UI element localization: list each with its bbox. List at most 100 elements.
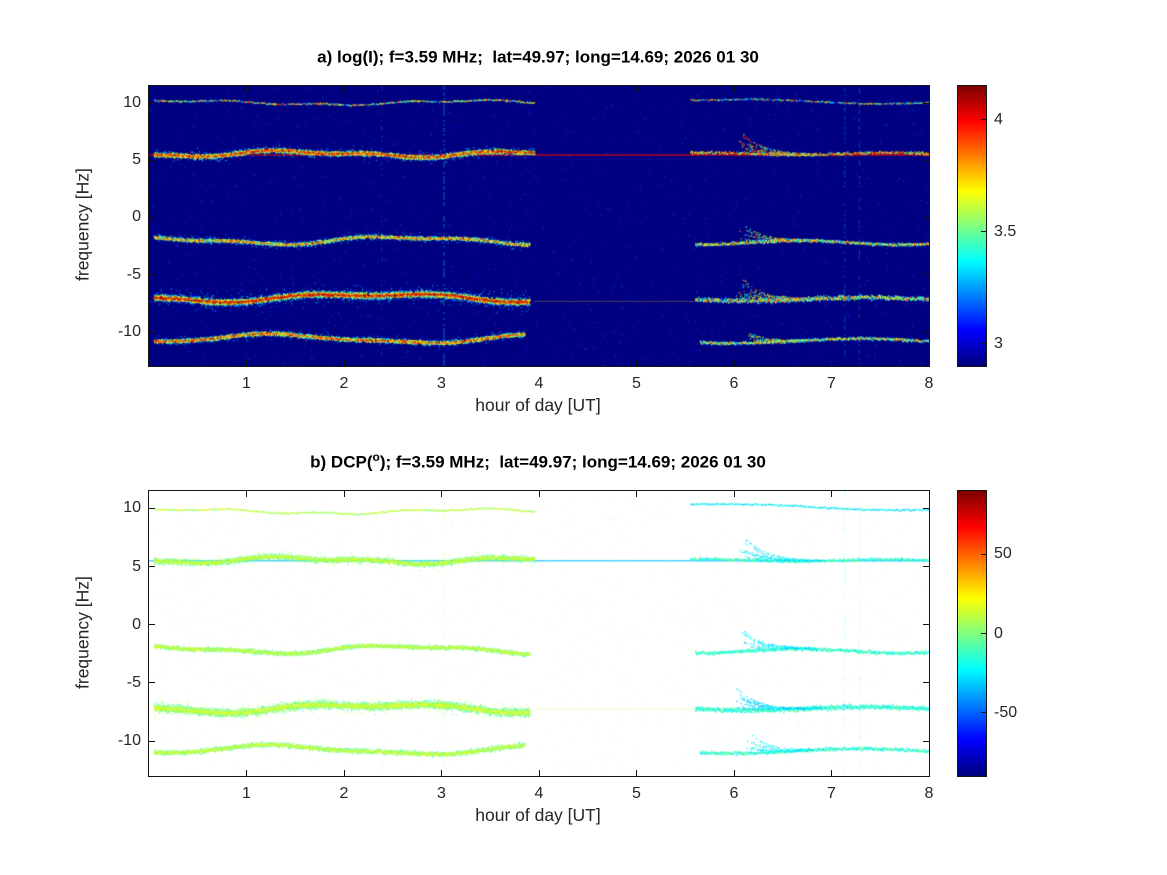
- panel-b-y-tick-mark: [923, 624, 929, 626]
- panel-a-x-tick-mark: [928, 360, 930, 366]
- panel-b-x-tick-label: 1: [242, 785, 251, 802]
- panel-a-x-tick-label: 7: [827, 375, 836, 392]
- panel-a-x-tick-mark: [343, 86, 345, 92]
- panel-b-title-sup: o: [372, 450, 380, 464]
- panel-a-ylabel: frequency [Hz]: [72, 168, 93, 282]
- panel-a-x-tick-mark: [831, 360, 832, 366]
- panel-a-colorbar-tick-label: 3: [994, 334, 1003, 352]
- panel-b-colorbar-tick-label: 50: [994, 545, 1012, 563]
- panel-b-y-tick-label: 5: [132, 557, 141, 575]
- panel-a-x-tick-label: 8: [924, 375, 934, 392]
- panel-a-title-text: a) log(I); f=3.59 MHz; lat=49.97; long=1…: [317, 47, 759, 67]
- panel-a-y-tick-mark: [923, 159, 929, 161]
- panel-a-xlabel: hour of day [UT]: [475, 395, 601, 415]
- panel-a-x-tick-label: 6: [729, 375, 739, 392]
- panel-b-x-tick-mark: [441, 770, 442, 776]
- panel-b-y-tick-label: -5: [126, 673, 141, 691]
- panel-b-plot-area: 1 2 3 4 5 6 7 8 10 5 0 -5 -10: [118, 490, 933, 802]
- panel-b-x-tick-mark: [343, 491, 345, 497]
- panel-a-x-tick-mark: [733, 86, 735, 92]
- panel-b-y-tick-mark: [923, 507, 929, 509]
- panel-b-x-tick-mark: [538, 770, 540, 776]
- panel-a-colorbar-tick-mark: [981, 231, 986, 233]
- panel-a-colorbar-tick-mark: [981, 119, 986, 121]
- panel-b-colorbar-tick-mark: [981, 633, 986, 634]
- panel-b-y-tick-label: 0: [132, 615, 141, 633]
- panel-b-x-tick-mark: [733, 491, 735, 497]
- panel-b-x-tick-mark: [636, 491, 637, 497]
- panel-b-colorbar-tick-label: -50: [994, 703, 1018, 721]
- panel-a-x-tick-mark: [733, 360, 735, 366]
- panel-b-y-tick-mark: [149, 740, 155, 742]
- panel-a-y-tick-mark: [923, 216, 929, 218]
- panel-b-x-tick-mark: [831, 770, 832, 776]
- panel-b-y-tick-label: 10: [123, 499, 141, 517]
- panel-b-x-tick-mark: [733, 770, 735, 776]
- panel-a-x-tick-mark: [246, 86, 247, 92]
- panel-a-x-tick-mark: [831, 86, 832, 92]
- panel-a-y-tick-label: -5: [126, 265, 141, 283]
- panel-b-x-tick-mark: [636, 770, 637, 776]
- panel-a-x-tick-label: 5: [632, 375, 641, 392]
- panel-a-y-tick-label: 0: [132, 208, 141, 226]
- panel-b-colorbar-tick-label: 0: [994, 624, 1003, 642]
- panel-a-colorbar-tick-label: 4: [994, 110, 1003, 128]
- panel-a-x-tick-mark: [538, 360, 540, 366]
- panel-b-x-tick-mark: [343, 770, 345, 776]
- panel-a-y-tick-mark: [149, 216, 155, 218]
- panel-b-x-tick-mark: [441, 491, 442, 497]
- panel-b-x-tick-label: 2: [339, 785, 349, 802]
- panel-b-y-tick-mark: [923, 740, 929, 742]
- panel-b-y-tick-mark: [149, 682, 155, 684]
- panel-b-colorbar-tick-mark: [981, 553, 986, 555]
- panel-a-x-tick-mark: [538, 86, 540, 92]
- panel-b-x-tick-mark: [246, 770, 247, 776]
- panel-a-plot-area: 1 2 3 4 5 6 7 8 10 5 0 -5 -10: [118, 85, 933, 392]
- panel-a-x-tick-mark: [343, 360, 345, 366]
- panel-b-colorbar: 50 0 -50: [957, 490, 1017, 777]
- panel-a-x-tick-mark: [441, 360, 442, 366]
- panel-a-y-tick-mark: [923, 331, 929, 333]
- panel-a-y-tick-mark: [923, 274, 929, 276]
- panel-b-title-text: b) DCP(: [310, 452, 373, 472]
- panel-b-spectrogram-canvas: [149, 491, 929, 776]
- panel-b-title: b) DCP(o); f=3.59 MHz; lat=49.97; long=1…: [148, 450, 928, 473]
- panel-b-x-tick-label: 5: [632, 785, 641, 802]
- panel-b-y-tick-mark: [149, 507, 155, 509]
- panel-b-title-post: ); f=3.59 MHz; lat=49.97; long=14.69; 20…: [379, 452, 766, 472]
- panel-a-y-tick-label: 10: [123, 94, 141, 112]
- panel-b-x-tick-mark: [246, 491, 247, 497]
- panel-a-spectrogram-canvas: [149, 86, 929, 366]
- panel-b-xlabel: hour of day [UT]: [475, 805, 601, 825]
- panel-b-x-tick-mark: [538, 491, 540, 497]
- panel-b-y-tick-mark: [149, 624, 155, 626]
- panel-a-x-tick-mark: [636, 86, 637, 92]
- panel-b-colorbar-tick-mark: [981, 712, 986, 714]
- panel-a-y-tick-mark: [149, 102, 155, 104]
- panel-a-x-tick-label: 1: [242, 375, 251, 392]
- panel-a-x-tick-label: 2: [339, 375, 349, 392]
- panel-b-ylabel: frequency [Hz]: [72, 576, 93, 689]
- panel-a-y-tick-label: -10: [117, 322, 141, 340]
- panel-a-x-tick-mark: [246, 360, 247, 366]
- panel-b-y-tick-mark: [149, 566, 155, 568]
- panel-b-x-tick-label: 4: [534, 785, 544, 802]
- panel-a-y-tick-mark: [923, 102, 929, 104]
- panel-a-colorbar-tick-label: 3.5: [994, 222, 1017, 240]
- panel-a-x-tick-mark: [928, 86, 930, 92]
- panel-a-x-tick-mark: [441, 86, 442, 92]
- panel-a-y-tick-mark: [149, 274, 155, 276]
- panel-a-colorbar-tick-mark: [981, 343, 986, 345]
- panel-b-x-tick-label: 6: [729, 785, 739, 802]
- panel-b-x-tick-mark: [928, 770, 930, 776]
- panel-a-x-tick-mark: [636, 360, 637, 366]
- panel-b-x-tick-label: 7: [827, 785, 836, 802]
- panel-b-y-tick-mark: [923, 566, 929, 568]
- panel-b-x-tick-label: 3: [437, 785, 446, 802]
- panel-a-x-tick-label: 4: [534, 375, 544, 392]
- panel-a-y-tick-mark: [149, 331, 155, 333]
- panel-b-y-tick-mark: [923, 682, 929, 684]
- panel-b-x-tick-mark: [831, 491, 832, 497]
- panel-a-colorbar-gradient: [958, 86, 986, 366]
